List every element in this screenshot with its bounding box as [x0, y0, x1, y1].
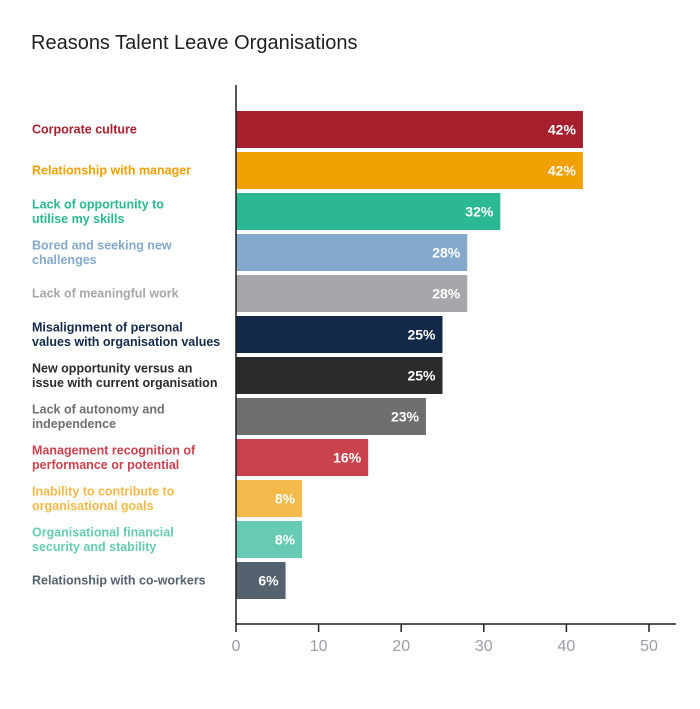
bar [236, 562, 286, 599]
bar [236, 275, 468, 312]
bar-value-label: 32% [465, 204, 494, 220]
bars-group: 42% 42% 32% 28% 28% 25% 25% 23% 16% 8% 8% 6% [236, 111, 583, 599]
x-tick-label: 0 [232, 638, 241, 655]
bar-value-label: 25% [407, 368, 436, 384]
bar [236, 111, 583, 148]
category-label: Lack of autonomy and independence [32, 402, 165, 431]
bar-value-label: 42% [548, 163, 577, 179]
bar-value-label: 6% [258, 573, 279, 589]
bar-value-label: 28% [432, 286, 461, 302]
bar [236, 193, 501, 230]
bar [236, 398, 426, 435]
x-tick-label: 50 [640, 638, 658, 655]
x-tick-label: 30 [475, 638, 493, 655]
bar-value-label: 23% [391, 409, 420, 425]
x-tick-label: 10 [310, 638, 328, 655]
bar [236, 316, 443, 353]
category-label: Relationship with co-workers [32, 574, 206, 588]
x-tick-label: 20 [392, 638, 410, 655]
bar-value-label: 8% [275, 491, 296, 507]
bar-value-label: 8% [275, 532, 296, 548]
bar [236, 357, 443, 394]
chart-title: Reasons Talent Leave Organisations [31, 32, 358, 54]
bar [236, 480, 303, 517]
bar-value-label: 25% [407, 327, 436, 343]
bar [236, 234, 468, 271]
bar [236, 152, 583, 189]
category-label: Lack of opportunity to utilise my skills [32, 197, 164, 226]
bar-value-label: 28% [432, 245, 461, 261]
category-label: Lack of meaningful work [32, 287, 179, 301]
x-ticks-group: 0 10 20 30 40 50 [232, 624, 658, 655]
bar-value-label: 42% [548, 122, 577, 138]
category-label: New opportunity versus an issue with curr… [32, 361, 217, 390]
bar [236, 521, 303, 558]
category-labels-group: Corporate culture Relationship with manag… [32, 123, 220, 588]
bar-value-label: 16% [333, 450, 362, 466]
category-label: Organisational financial security and sta… [32, 525, 174, 554]
category-label: Misalignment of personal values with orga… [32, 320, 220, 349]
category-label: Management recognition of performance or … [32, 443, 196, 472]
category-label: Inability to contribute to organisational… [32, 484, 175, 513]
bar [236, 439, 369, 476]
category-label: Corporate culture [32, 123, 137, 137]
x-tick-label: 40 [558, 638, 576, 655]
category-label: Relationship with manager [32, 164, 191, 178]
category-label: Bored and seeking new challenges [32, 238, 172, 267]
